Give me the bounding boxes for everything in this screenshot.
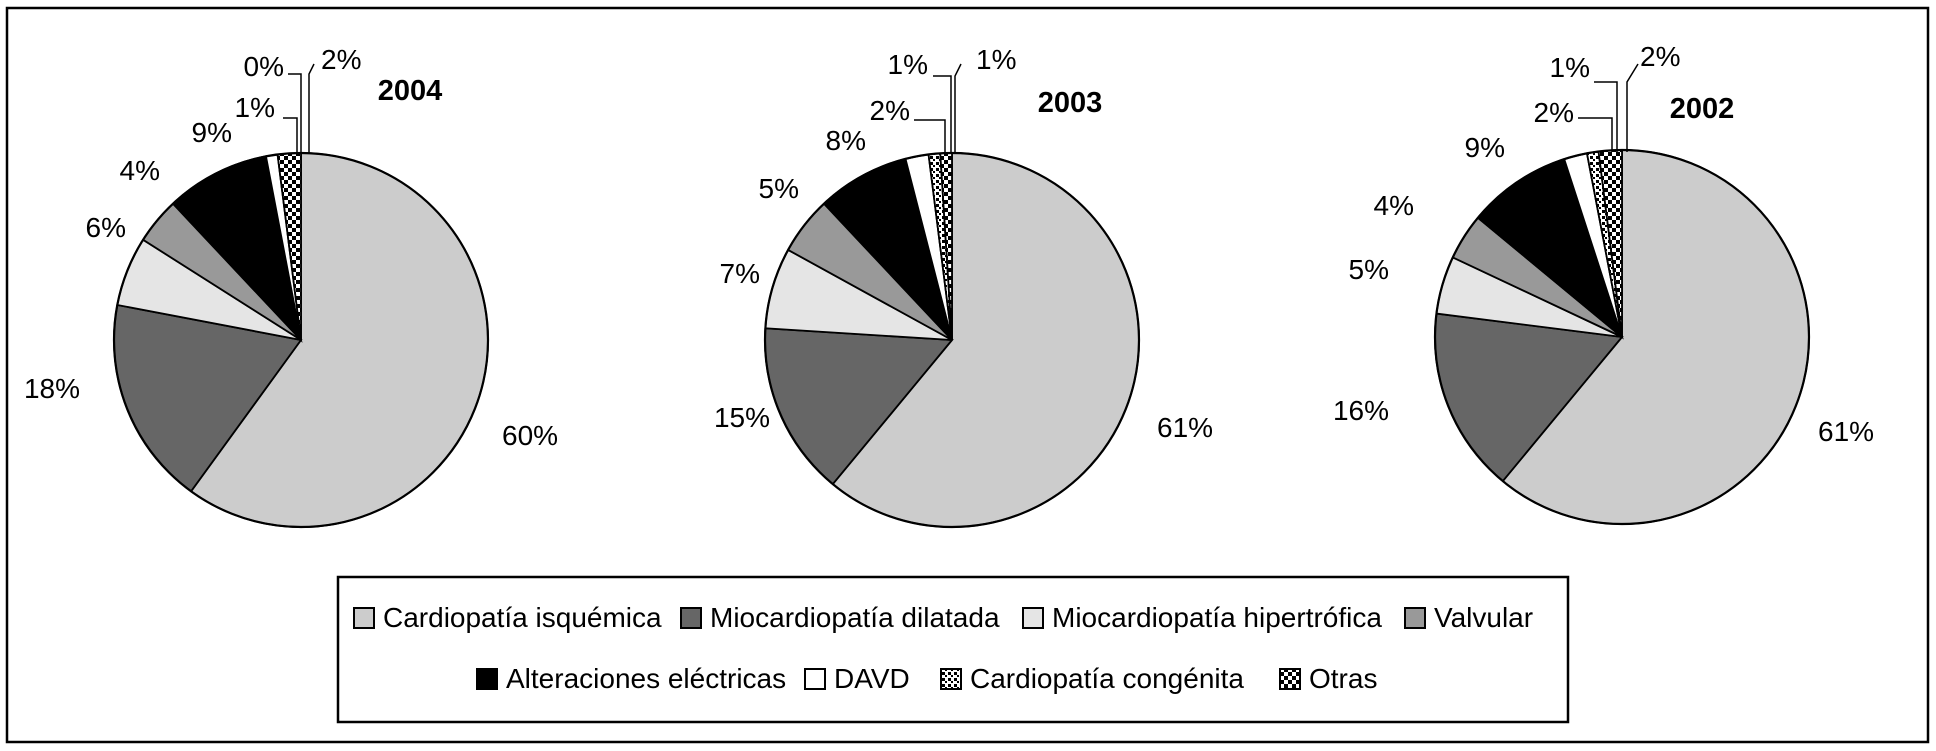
data-label-2004-otras: 2% xyxy=(321,44,361,75)
legend-item-miocardiopatia-hipertrofica: Miocardiopatía hipertrófica xyxy=(1022,602,1382,633)
leader-line-2003-davd xyxy=(914,119,946,154)
pie-outline-2002 xyxy=(1433,148,1811,526)
data-label-2003-alteraciones-electricas: 8% xyxy=(826,125,866,156)
data-label-2002-alteraciones-electricas: 9% xyxy=(1465,132,1505,163)
data-label-2004-cardiopatia-congenita: 0% xyxy=(244,51,284,82)
legend: Cardiopatía isquémica Miocardiopatía dila… xyxy=(336,575,1570,724)
legend-item-cardiopatia-congenita: Cardiopatía congénita xyxy=(940,663,1244,694)
legend-swatch-otras xyxy=(1279,668,1301,690)
leader-line-2004-cardiopatia-congenita xyxy=(288,73,302,154)
data-label-2003-davd: 2% xyxy=(870,95,910,126)
pie-title-2003: 2003 xyxy=(1038,87,1103,119)
legend-label-alteraciones-electricas: Alteraciones eléctricas xyxy=(506,663,786,694)
data-label-2002-cardiopatia-isquemica: 61% xyxy=(1818,416,1874,447)
legend-label-miocardiopatia-dilatada: Miocardiopatía dilatada xyxy=(710,602,1000,633)
legend-item-otras: Otras xyxy=(1279,663,1377,694)
pie-title-2002: 2002 xyxy=(1670,93,1735,125)
data-label-2002-miocardiopatia-hipertrofica: 5% xyxy=(1349,254,1389,285)
leader-line-2003-cardiopatia-congenita xyxy=(933,75,952,154)
data-label-2002-davd: 2% xyxy=(1534,97,1574,128)
leader-line-2003-otras xyxy=(954,63,962,154)
legend-label-cardiopatia-isquemica: Cardiopatía isquémica xyxy=(383,602,662,633)
legend-label-valvular: Valvular xyxy=(1434,602,1533,633)
legend-swatch-cardiopatia-isquemica xyxy=(353,607,375,629)
leader-line-2004-otras xyxy=(308,63,315,154)
legend-item-miocardiopatia-dilatada: Miocardiopatía dilatada xyxy=(680,602,1000,633)
data-label-2003-cardiopatia-isquemica: 61% xyxy=(1157,412,1213,443)
legend-item-alteraciones-electricas: Alteraciones eléctricas xyxy=(476,663,786,694)
pie-outline-2003 xyxy=(763,151,1141,529)
data-label-2004-davd: 1% xyxy=(235,92,275,123)
pie-title-2004: 2004 xyxy=(378,75,443,107)
legend-swatch-davd xyxy=(804,668,826,690)
data-label-2003-valvular: 5% xyxy=(759,173,799,204)
data-label-2004-miocardiopatia-dilatada: 18% xyxy=(24,373,80,404)
legend-item-cardiopatia-isquemica: Cardiopatía isquémica xyxy=(353,602,662,633)
data-label-2002-cardiopatia-congenita: 1% xyxy=(1550,52,1590,83)
data-label-2002-valvular: 4% xyxy=(1374,190,1414,221)
legend-swatch-miocardiopatia-hipertrofica xyxy=(1022,607,1044,629)
data-label-2002-otras: 2% xyxy=(1640,41,1680,72)
legend-label-davd: DAVD xyxy=(834,663,910,694)
data-label-2004-miocardiopatia-hipertrofica: 6% xyxy=(86,212,126,243)
legend-item-davd: DAVD xyxy=(804,663,910,694)
data-label-2004-alteraciones-electricas: 9% xyxy=(192,117,232,148)
legend-swatch-valvular xyxy=(1404,607,1426,629)
pie-2004: 60% 18% 6% 4% 9%1% 0% 2% 2004 xyxy=(24,44,558,529)
legend-swatch-alteraciones-electricas xyxy=(476,668,498,690)
leader-line-2002-davd xyxy=(1578,117,1613,152)
data-label-2004-valvular: 4% xyxy=(120,155,160,186)
leader-line-2004-davd xyxy=(283,117,298,154)
leader-line-2002-cardiopatia-congenita xyxy=(1594,81,1618,152)
legend-box xyxy=(336,575,1570,724)
leader-line-2002-otras xyxy=(1626,63,1639,152)
legend-label-otras: Otras xyxy=(1309,663,1377,694)
data-label-2003-cardiopatia-congenita: 1% xyxy=(888,49,928,80)
data-label-2004-cardiopatia-isquemica: 60% xyxy=(502,420,558,451)
legend-label-cardiopatia-congenita: Cardiopatía congénita xyxy=(970,663,1244,694)
legend-item-valvular: Valvular xyxy=(1404,602,1533,633)
legend-swatch-miocardiopatia-dilatada xyxy=(680,607,702,629)
pie-2003: 61% 15% 7% 5% 8%2% 1% 1% 2003 xyxy=(714,44,1213,529)
legend-swatch-cardiopatia-congenita xyxy=(940,668,962,690)
data-label-2003-miocardiopatia-hipertrofica: 7% xyxy=(720,258,760,289)
legend-label-miocardiopatia-hipertrofica: Miocardiopatía hipertrófica xyxy=(1052,602,1382,633)
data-label-2003-otras: 1% xyxy=(976,44,1016,75)
data-label-2002-miocardiopatia-dilatada: 16% xyxy=(1333,395,1389,426)
data-label-2003-miocardiopatia-dilatada: 15% xyxy=(714,402,770,433)
pie-2002: 61% 16% 5% 4% 9% 2% 1% 2% 2002 xyxy=(1333,41,1874,526)
